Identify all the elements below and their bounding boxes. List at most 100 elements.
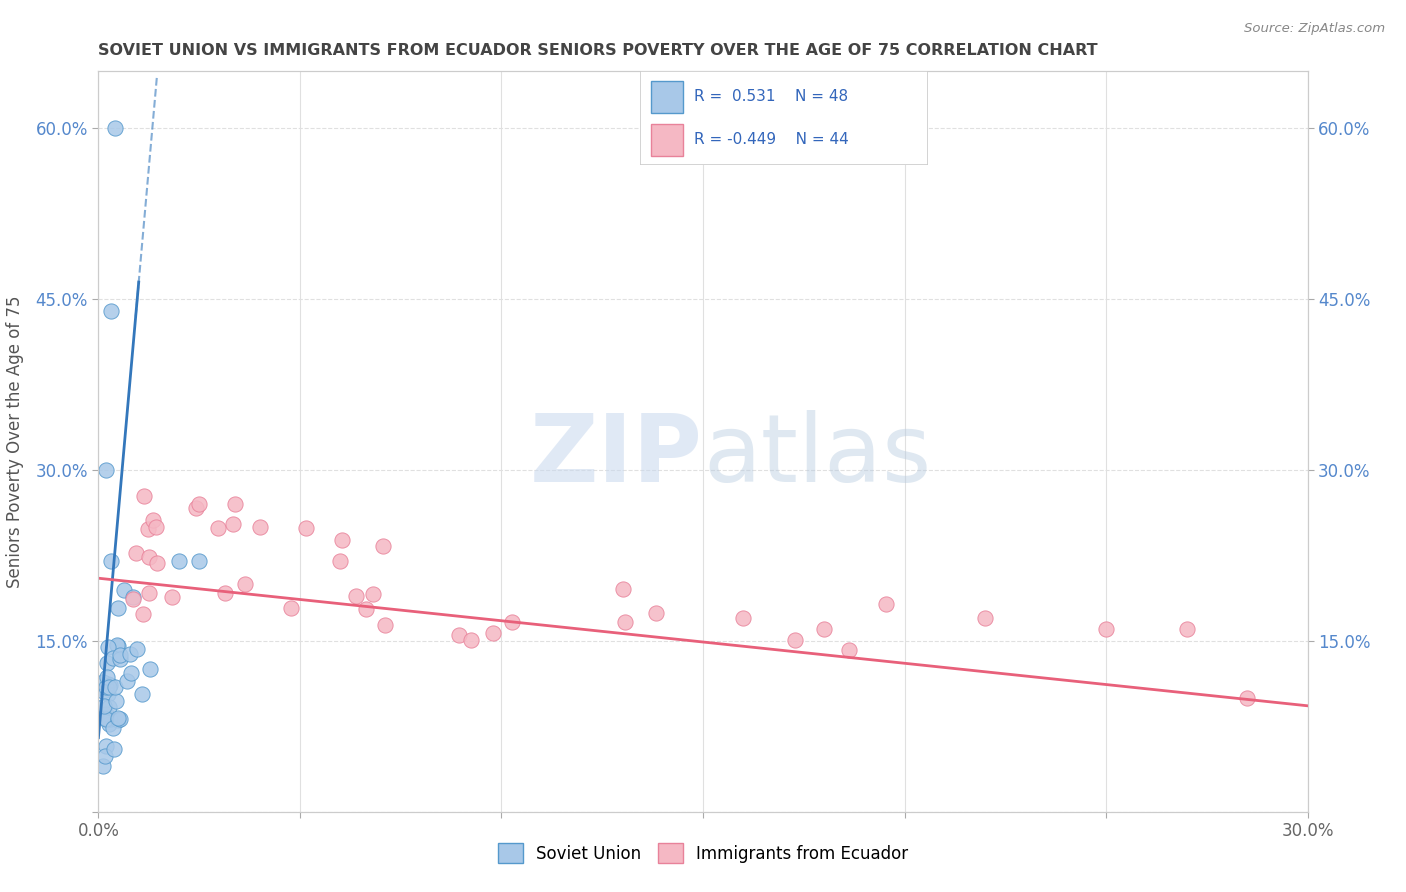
Point	[361, 587, 384, 601]
Point	[207, 521, 229, 535]
Point	[813, 623, 835, 637]
Text: R =  0.531    N = 48: R = 0.531 N = 48	[695, 89, 849, 104]
Bar	[651, 81, 683, 112]
Point	[373, 539, 395, 553]
Point	[101, 721, 124, 735]
Y-axis label: Seniors Poverty Over the Age of 75: Seniors Poverty Over the Age of 75	[7, 295, 24, 588]
Point	[280, 601, 302, 615]
Bar	[651, 124, 683, 156]
Point	[645, 607, 668, 621]
Point	[136, 522, 159, 536]
Point	[108, 713, 131, 727]
Text: SOVIET UNION VS IMMIGRANTS FROM ECUADOR SENIORS POVERTY OVER THE AGE OF 75 CORRE: SOVIET UNION VS IMMIGRANTS FROM ECUADOR …	[98, 43, 1098, 58]
Point	[142, 513, 165, 527]
Point	[354, 602, 377, 616]
Point	[103, 741, 125, 756]
Point	[100, 554, 122, 568]
Point	[330, 533, 353, 547]
Point	[93, 711, 115, 725]
Point	[1175, 623, 1198, 637]
Point	[97, 687, 120, 701]
Point	[875, 598, 897, 612]
Point	[101, 651, 124, 665]
Point	[121, 591, 143, 606]
Point	[1095, 623, 1118, 637]
Point	[1236, 690, 1258, 705]
Point	[93, 699, 115, 714]
Point	[107, 639, 129, 653]
Point	[294, 521, 316, 535]
Point	[100, 303, 122, 318]
Point	[98, 712, 121, 726]
Point	[103, 121, 125, 136]
Point	[94, 706, 117, 721]
Point	[98, 678, 121, 692]
Point	[97, 640, 120, 654]
Point	[121, 590, 143, 604]
Point	[132, 489, 155, 503]
Point	[94, 712, 117, 726]
Point	[97, 717, 120, 731]
Point	[188, 554, 211, 568]
Point	[222, 516, 245, 531]
Point	[160, 590, 183, 604]
Point	[167, 554, 190, 568]
Point	[107, 638, 129, 652]
Point	[613, 615, 636, 629]
Point	[97, 677, 120, 691]
Point	[145, 520, 167, 534]
Point	[974, 611, 997, 625]
Point	[117, 673, 139, 688]
Point	[783, 632, 806, 647]
Point	[501, 615, 523, 629]
Point	[329, 553, 352, 567]
Text: atlas: atlas	[703, 410, 931, 502]
Point	[233, 576, 256, 591]
Point	[447, 628, 470, 642]
Legend: Soviet Union, Immigrants from Ecuador: Soviet Union, Immigrants from Ecuador	[491, 837, 915, 870]
Point	[91, 674, 114, 689]
Point	[110, 652, 132, 666]
Point	[94, 748, 117, 763]
Point	[224, 497, 246, 511]
Point	[91, 759, 114, 773]
Point	[733, 611, 755, 625]
Point	[612, 582, 634, 596]
Point	[107, 601, 129, 615]
Point	[104, 694, 127, 708]
Point	[96, 739, 118, 753]
Point	[188, 497, 211, 511]
Point	[344, 589, 367, 603]
Point	[96, 670, 118, 684]
Point	[138, 662, 160, 676]
Point	[112, 582, 135, 597]
Point	[107, 711, 129, 725]
Point	[214, 586, 236, 600]
Point	[91, 684, 114, 698]
Point	[97, 699, 120, 714]
Point	[186, 501, 208, 516]
FancyBboxPatch shape	[640, 71, 928, 165]
Point	[96, 463, 118, 477]
Point	[98, 680, 121, 694]
Point	[132, 607, 155, 622]
Point	[125, 546, 148, 560]
Point	[131, 687, 153, 701]
Point	[460, 632, 482, 647]
Point	[96, 656, 118, 670]
Point	[249, 520, 271, 534]
Point	[104, 680, 127, 694]
Point	[482, 626, 505, 640]
Point	[145, 556, 167, 570]
Point	[374, 618, 396, 632]
Point	[125, 642, 148, 657]
Text: R = -0.449    N = 44: R = -0.449 N = 44	[695, 132, 849, 147]
Point	[94, 680, 117, 694]
Point	[838, 643, 860, 657]
Point	[120, 665, 142, 680]
Point	[118, 648, 141, 662]
Text: ZIP: ZIP	[530, 410, 703, 502]
Point	[96, 710, 118, 724]
Point	[107, 713, 129, 727]
Point	[138, 585, 160, 599]
